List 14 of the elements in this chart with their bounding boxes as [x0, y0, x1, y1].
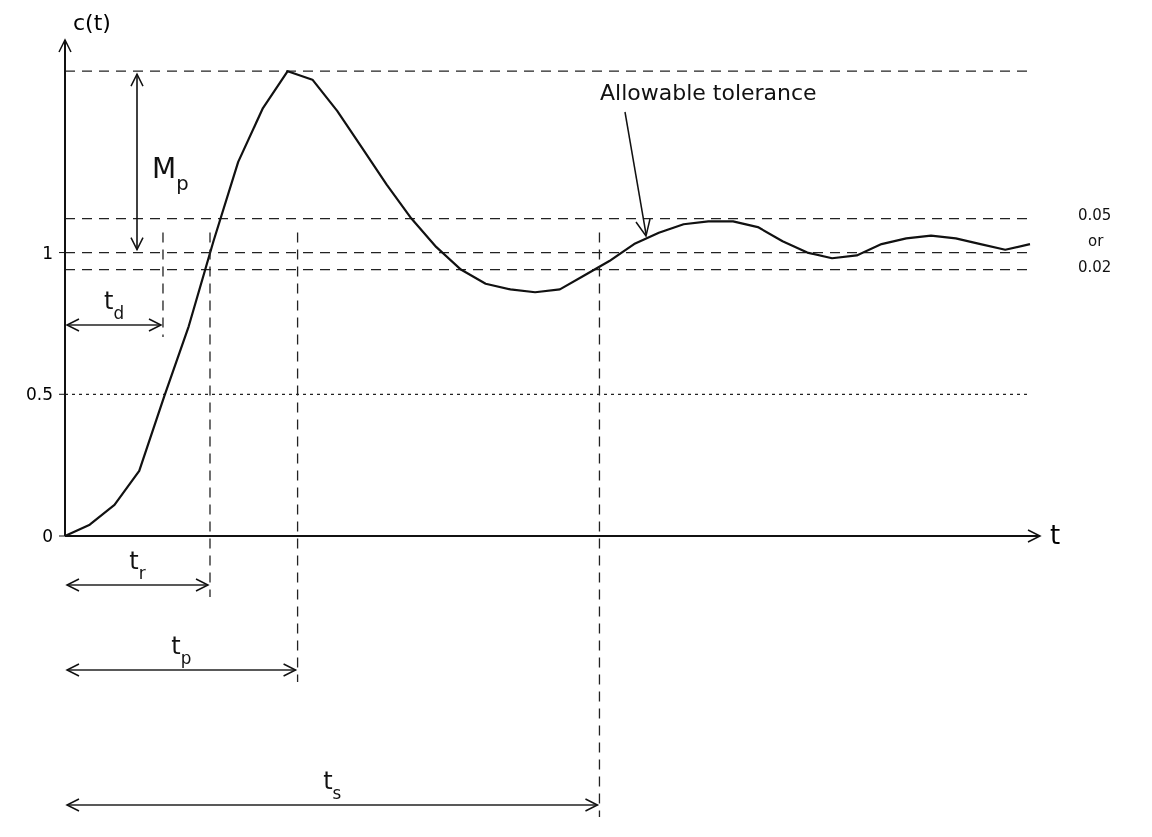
text: t$_{p}$: [171, 632, 192, 668]
text: 0.05: [1078, 206, 1112, 224]
y-axis-title: c(t): [73, 10, 111, 35]
annotation: Allowable tolerance: [600, 80, 817, 105]
text: 0.02: [1078, 258, 1112, 276]
annotation: t$_{d}$: [103, 287, 125, 323]
annotation: M$_{p}$: [152, 152, 189, 195]
text: or: [1088, 232, 1105, 250]
y-tick-label: 0.5: [25, 384, 53, 405]
y-tick-label: 1: [42, 242, 53, 263]
text: t$_{r}$: [129, 547, 146, 583]
x-axis-title: t: [1050, 520, 1061, 550]
text: t$_{s}$: [323, 767, 342, 803]
y-tick-label: 0: [42, 525, 53, 546]
